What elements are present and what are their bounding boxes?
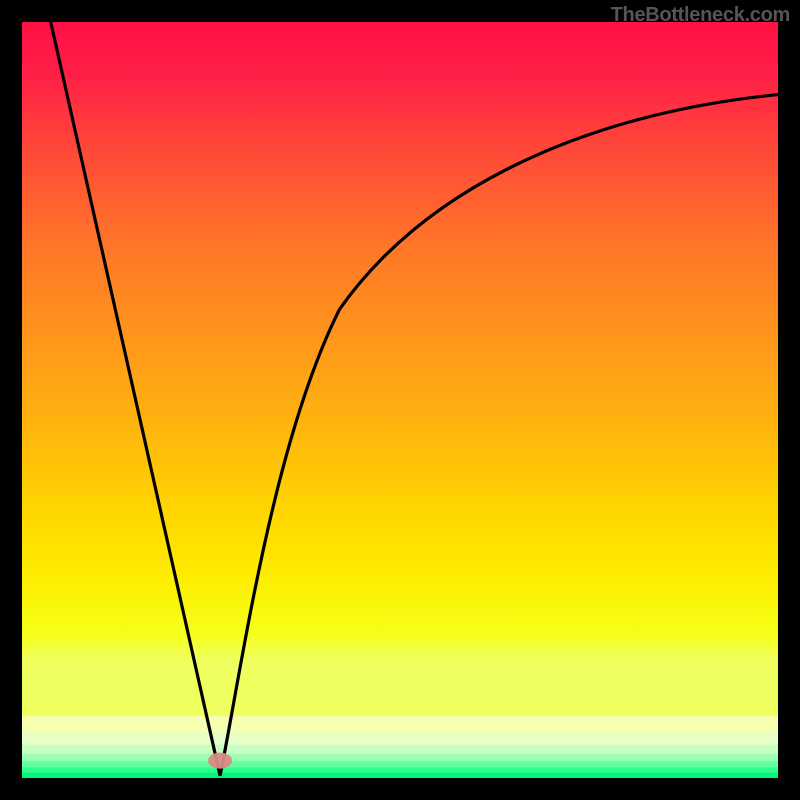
gradient-band <box>22 754 778 762</box>
gradient-background <box>22 22 778 717</box>
gradient-band <box>22 716 778 733</box>
bottom-band-group <box>22 716 778 778</box>
optimal-point-marker <box>208 753 232 769</box>
gradient-band <box>22 767 778 773</box>
plot-area <box>22 22 778 779</box>
bottleneck-chart <box>0 0 800 800</box>
gradient-band <box>22 745 778 755</box>
gradient-band <box>22 761 778 768</box>
gradient-band <box>22 733 778 746</box>
gradient-band <box>22 773 778 779</box>
watermark-label: TheBottleneck.com <box>611 4 790 27</box>
chart-container: { "meta": { "watermark": "TheBottleneck.… <box>0 0 800 800</box>
